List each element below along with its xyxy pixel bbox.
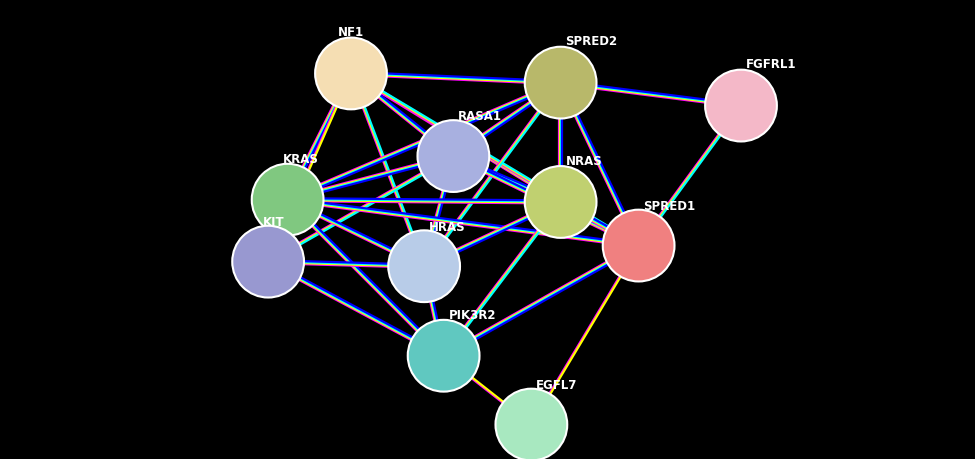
Ellipse shape <box>388 230 460 302</box>
Text: EGFL7: EGFL7 <box>536 379 577 392</box>
Ellipse shape <box>603 210 675 281</box>
Ellipse shape <box>495 389 567 459</box>
Ellipse shape <box>408 320 480 392</box>
Ellipse shape <box>525 166 597 238</box>
Text: FGFRL1: FGFRL1 <box>746 58 797 71</box>
Text: PIK3R2: PIK3R2 <box>448 309 496 322</box>
Text: KIT: KIT <box>263 217 285 230</box>
Text: RASA1: RASA1 <box>458 110 502 123</box>
Ellipse shape <box>252 164 324 235</box>
Ellipse shape <box>232 226 304 297</box>
Ellipse shape <box>705 70 777 141</box>
Text: HRAS: HRAS <box>429 221 466 234</box>
Text: SPRED1: SPRED1 <box>644 201 695 213</box>
Ellipse shape <box>417 120 489 192</box>
Text: SPRED2: SPRED2 <box>566 35 617 48</box>
Text: NRAS: NRAS <box>566 156 603 168</box>
Text: KRAS: KRAS <box>283 153 319 166</box>
Ellipse shape <box>315 38 387 109</box>
Text: NF1: NF1 <box>338 26 364 39</box>
Ellipse shape <box>525 47 597 118</box>
